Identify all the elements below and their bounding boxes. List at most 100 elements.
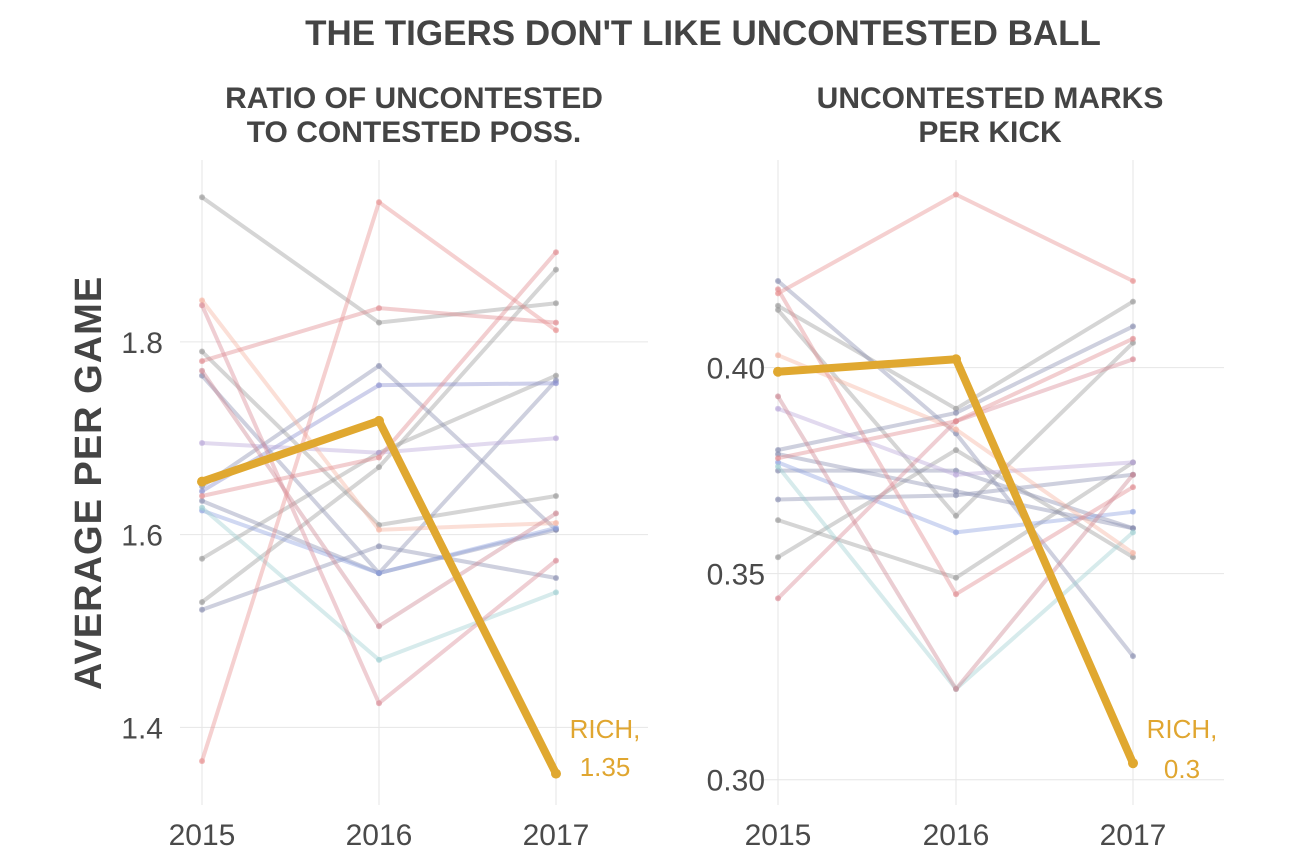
series-point — [1130, 471, 1136, 478]
left-panel-y-ticks: 1.4 1.6 1.8 — [121, 327, 163, 746]
x-tick-label: 2017 — [1100, 819, 1167, 852]
callout-value: 0.3 — [1164, 754, 1200, 784]
highlight-point — [773, 366, 783, 377]
series-point — [199, 358, 205, 365]
series-point — [553, 372, 559, 379]
right-panel-series — [775, 191, 1136, 692]
series-point — [376, 526, 382, 533]
right-panel: UNCONTESTED MARKS PER KICK 0.30 0.35 0.4… — [707, 82, 1224, 852]
series-point — [953, 574, 959, 581]
series-point — [199, 758, 205, 765]
series-point — [553, 266, 559, 273]
left-panel-x-ticks: 2015 2016 2017 — [169, 819, 590, 852]
series-point — [775, 306, 781, 313]
right-panel-title-line-1: UNCONTESTED MARKS — [817, 82, 1164, 115]
series-point — [775, 463, 781, 470]
callout-label-line-1: RICH, — [1147, 714, 1218, 744]
series-point — [1130, 356, 1136, 363]
series-point — [376, 454, 382, 461]
series-point — [553, 249, 559, 256]
series-point — [199, 194, 205, 201]
series-point — [775, 451, 781, 458]
series-point — [1130, 653, 1136, 660]
series-point — [775, 459, 781, 466]
series-point — [199, 372, 205, 379]
series-point — [376, 362, 382, 369]
series-point — [775, 595, 781, 602]
left-panel-series — [199, 194, 559, 765]
y-tick-label: 0.40 — [707, 353, 765, 386]
series-point — [775, 352, 781, 359]
x-tick-label: 2015 — [169, 819, 236, 852]
series-point — [553, 493, 559, 499]
series-point — [775, 455, 781, 462]
series-point — [199, 367, 205, 374]
series-point — [1130, 554, 1136, 561]
series-point — [553, 300, 559, 307]
series-point — [1130, 278, 1136, 284]
chart-main-title: THE TIGERS DON'T LIKE UNCONTESTED BALL — [305, 14, 1101, 53]
series-point — [1130, 525, 1136, 532]
right-panel-grid — [760, 160, 1224, 805]
y-tick-label: 1.6 — [121, 520, 163, 553]
series-point — [953, 686, 959, 692]
series-point — [376, 656, 382, 663]
series-point — [1130, 323, 1136, 330]
series-point — [1130, 529, 1136, 536]
series-point — [553, 435, 559, 442]
right-panel-callout: RICH, 0.3 — [1147, 714, 1218, 784]
series-point — [376, 522, 382, 528]
series-point — [1130, 508, 1136, 515]
series-point — [1130, 484, 1136, 491]
callout-value: 1.35 — [580, 752, 631, 782]
series-point — [199, 297, 205, 304]
series-point — [775, 554, 781, 561]
highlight-point — [197, 476, 207, 487]
left-panel: RATIO OF UNCONTESTED TO CONTESTED POSS. … — [121, 82, 648, 852]
left-panel-highlight — [197, 415, 561, 779]
series-point — [553, 520, 559, 526]
series-point — [376, 543, 382, 550]
series-point — [953, 529, 959, 536]
right-panel-x-ticks: 2015 2016 2017 — [745, 819, 1167, 852]
series-point — [953, 447, 959, 453]
series-point — [553, 524, 559, 531]
highlight-point — [1128, 758, 1138, 769]
series-point — [553, 327, 559, 334]
x-tick-label: 2015 — [745, 819, 812, 852]
series-point — [775, 290, 781, 297]
series-point — [376, 449, 382, 456]
series-point — [953, 409, 959, 416]
series-point — [199, 497, 205, 504]
series-point — [775, 302, 781, 309]
series-point — [775, 393, 781, 400]
y-tick-label: 0.35 — [707, 559, 765, 592]
series-point — [376, 199, 382, 206]
series-point — [775, 286, 781, 293]
series-point — [1130, 339, 1136, 346]
series-point — [1130, 459, 1136, 466]
callout-label-line-1: RICH, — [570, 714, 641, 744]
highlight-point — [551, 768, 561, 779]
y-axis-label: AVERAGE PER GAME — [68, 276, 110, 690]
series-point — [199, 599, 205, 606]
y-tick-label: 1.4 — [121, 712, 163, 745]
series-point — [553, 589, 559, 596]
series-point — [376, 464, 382, 471]
series-point — [199, 606, 205, 613]
series-point — [376, 570, 382, 577]
series-point — [775, 405, 781, 412]
series-point — [199, 493, 205, 499]
series-point — [775, 278, 781, 284]
left-panel-title-line-1: RATIO OF UNCONTESTED — [225, 82, 603, 115]
series-point — [199, 348, 205, 355]
series-point — [199, 555, 205, 562]
series-point — [376, 700, 382, 707]
right-panel-y-ticks: 0.30 0.35 0.40 — [707, 353, 765, 798]
series-point — [953, 426, 959, 433]
series-point — [953, 430, 959, 437]
series-point — [953, 471, 959, 478]
x-tick-label: 2016 — [923, 819, 990, 852]
series-point — [199, 302, 205, 309]
